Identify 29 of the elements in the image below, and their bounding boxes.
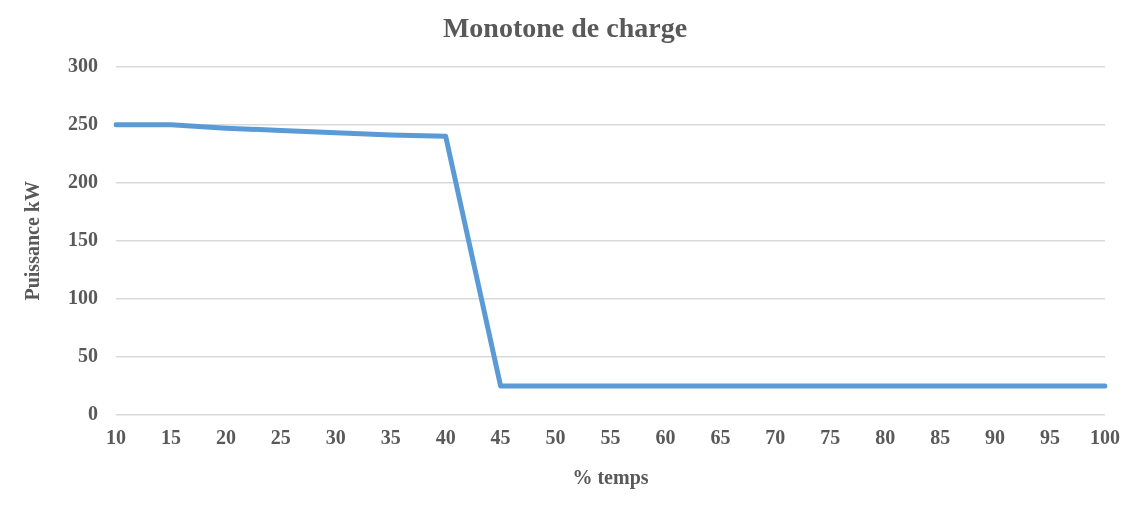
x-tick-label: 95	[1040, 426, 1061, 449]
x-tick-label: 60	[655, 426, 676, 449]
x-tick-label: 50	[545, 426, 566, 449]
x-tick-label: 15	[160, 426, 181, 449]
x-tick-label: 25	[270, 426, 291, 449]
y-tick-label: 200	[68, 169, 98, 192]
x-tick-label: 65	[710, 426, 731, 449]
x-axis-title: % temps	[572, 466, 649, 490]
x-tick-label: 90	[985, 426, 1006, 449]
chart-title: Monotone de charge	[442, 12, 688, 44]
y-tick-label: 250	[68, 111, 98, 134]
y-axis-title: Puissance kW	[21, 181, 44, 301]
x-tick-label: 80	[875, 426, 896, 449]
x-tick-label: 85	[930, 426, 951, 449]
x-tick-label: 30	[325, 426, 346, 449]
y-tick-label: 0	[88, 402, 98, 425]
x-tick-label: 20	[215, 426, 236, 449]
x-tick-label: 40	[435, 426, 456, 449]
x-tick-label: 100	[1090, 426, 1120, 449]
x-tick-label: 75	[820, 426, 841, 449]
x-tick-label: 70	[765, 426, 786, 449]
x-tick-label: 10	[106, 426, 126, 449]
y-tick-label: 100	[68, 286, 98, 309]
x-tick-label: 55	[600, 426, 621, 449]
y-tick-label: 150	[68, 227, 98, 250]
x-tick-label: 45	[490, 426, 511, 449]
x-tick-label: 35	[380, 426, 401, 449]
y-tick-label: 50	[78, 344, 98, 367]
y-tick-label: 300	[68, 53, 98, 76]
